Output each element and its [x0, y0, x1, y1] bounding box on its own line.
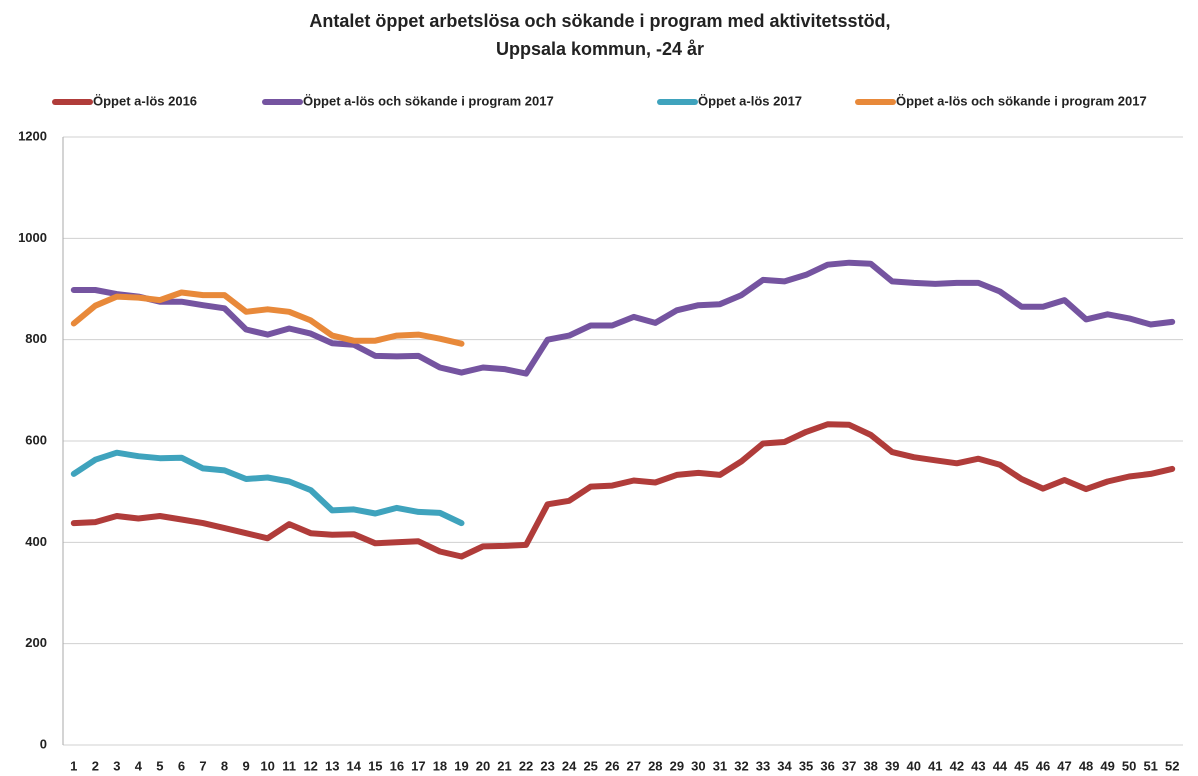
x-tick-label: 6 [178, 758, 185, 773]
x-tick-label: 20 [476, 758, 490, 773]
series-line [70, 449, 465, 527]
x-tick-label: 36 [820, 758, 834, 773]
x-tick-label: 30 [691, 758, 705, 773]
x-tick-label: 24 [562, 758, 577, 773]
y-tick-label: 200 [25, 635, 47, 650]
x-tick-label: 45 [1014, 758, 1028, 773]
series-line [70, 259, 1176, 377]
x-tick-label: 39 [885, 758, 899, 773]
legend-label: Öppet a-lös och sökande i program 2017 [896, 93, 1147, 108]
legend-label: Öppet a-lös och sökande i program 2017 [303, 93, 554, 108]
x-tick-label: 43 [971, 758, 985, 773]
x-tick-label: 17 [411, 758, 425, 773]
series-line [70, 289, 465, 347]
x-tick-label: 10 [260, 758, 274, 773]
x-tick-label: 4 [135, 758, 143, 773]
legend-label: Öppet a-lös 2017 [698, 93, 802, 108]
x-tick-label: 14 [347, 758, 362, 773]
x-tick-label: 22 [519, 758, 533, 773]
x-tick-label: 44 [993, 758, 1008, 773]
x-tick-label: 19 [454, 758, 468, 773]
x-tick-label: 47 [1057, 758, 1071, 773]
x-tick-label: 32 [734, 758, 748, 773]
x-tick-label: 26 [605, 758, 619, 773]
x-tick-label: 40 [907, 758, 921, 773]
x-tick-label: 34 [777, 758, 792, 773]
x-tick-label: 21 [497, 758, 511, 773]
x-tick-label: 25 [583, 758, 597, 773]
legend-label: Öppet a-lös 2016 [93, 93, 197, 108]
y-tick-label: 800 [25, 331, 47, 346]
x-tick-label: 29 [670, 758, 684, 773]
x-tick-label: 33 [756, 758, 770, 773]
x-tick-label: 50 [1122, 758, 1136, 773]
x-tick-label: 28 [648, 758, 662, 773]
x-tick-label: 13 [325, 758, 339, 773]
x-tick-label: 2 [92, 758, 99, 773]
x-tick-label: 38 [863, 758, 877, 773]
y-tick-label: 600 [25, 432, 47, 447]
x-tick-label: 41 [928, 758, 942, 773]
y-tick-label: 0 [40, 736, 47, 751]
x-tick-label: 11 [282, 758, 296, 773]
x-tick-label: 49 [1100, 758, 1114, 773]
x-tick-label: 23 [540, 758, 554, 773]
x-tick-label: 37 [842, 758, 856, 773]
x-tick-label: 9 [242, 758, 249, 773]
x-tick-label: 12 [303, 758, 317, 773]
y-tick-label: 1000 [18, 230, 47, 245]
x-tick-label: 8 [221, 758, 228, 773]
x-tick-label: 16 [390, 758, 404, 773]
x-tick-label: 15 [368, 758, 382, 773]
chart-title: Antalet öppet arbetslösa och sökande i p… [309, 11, 890, 31]
x-tick-label: 1 [70, 758, 77, 773]
x-tick-label: 42 [950, 758, 964, 773]
series-line [70, 421, 1176, 560]
x-tick-label: 3 [113, 758, 120, 773]
x-tick-label: 46 [1036, 758, 1050, 773]
x-tick-label: 51 [1143, 758, 1157, 773]
x-tick-label: 52 [1165, 758, 1179, 773]
x-tick-label: 18 [433, 758, 447, 773]
x-tick-label: 31 [713, 758, 727, 773]
chart-title: Uppsala kommun, -24 år [496, 39, 704, 59]
x-tick-label: 7 [199, 758, 206, 773]
x-tick-label: 35 [799, 758, 813, 773]
x-tick-label: 27 [627, 758, 641, 773]
x-tick-label: 48 [1079, 758, 1093, 773]
y-tick-label: 1200 [18, 128, 47, 143]
x-tick-label: 5 [156, 758, 163, 773]
y-tick-label: 400 [25, 534, 47, 549]
